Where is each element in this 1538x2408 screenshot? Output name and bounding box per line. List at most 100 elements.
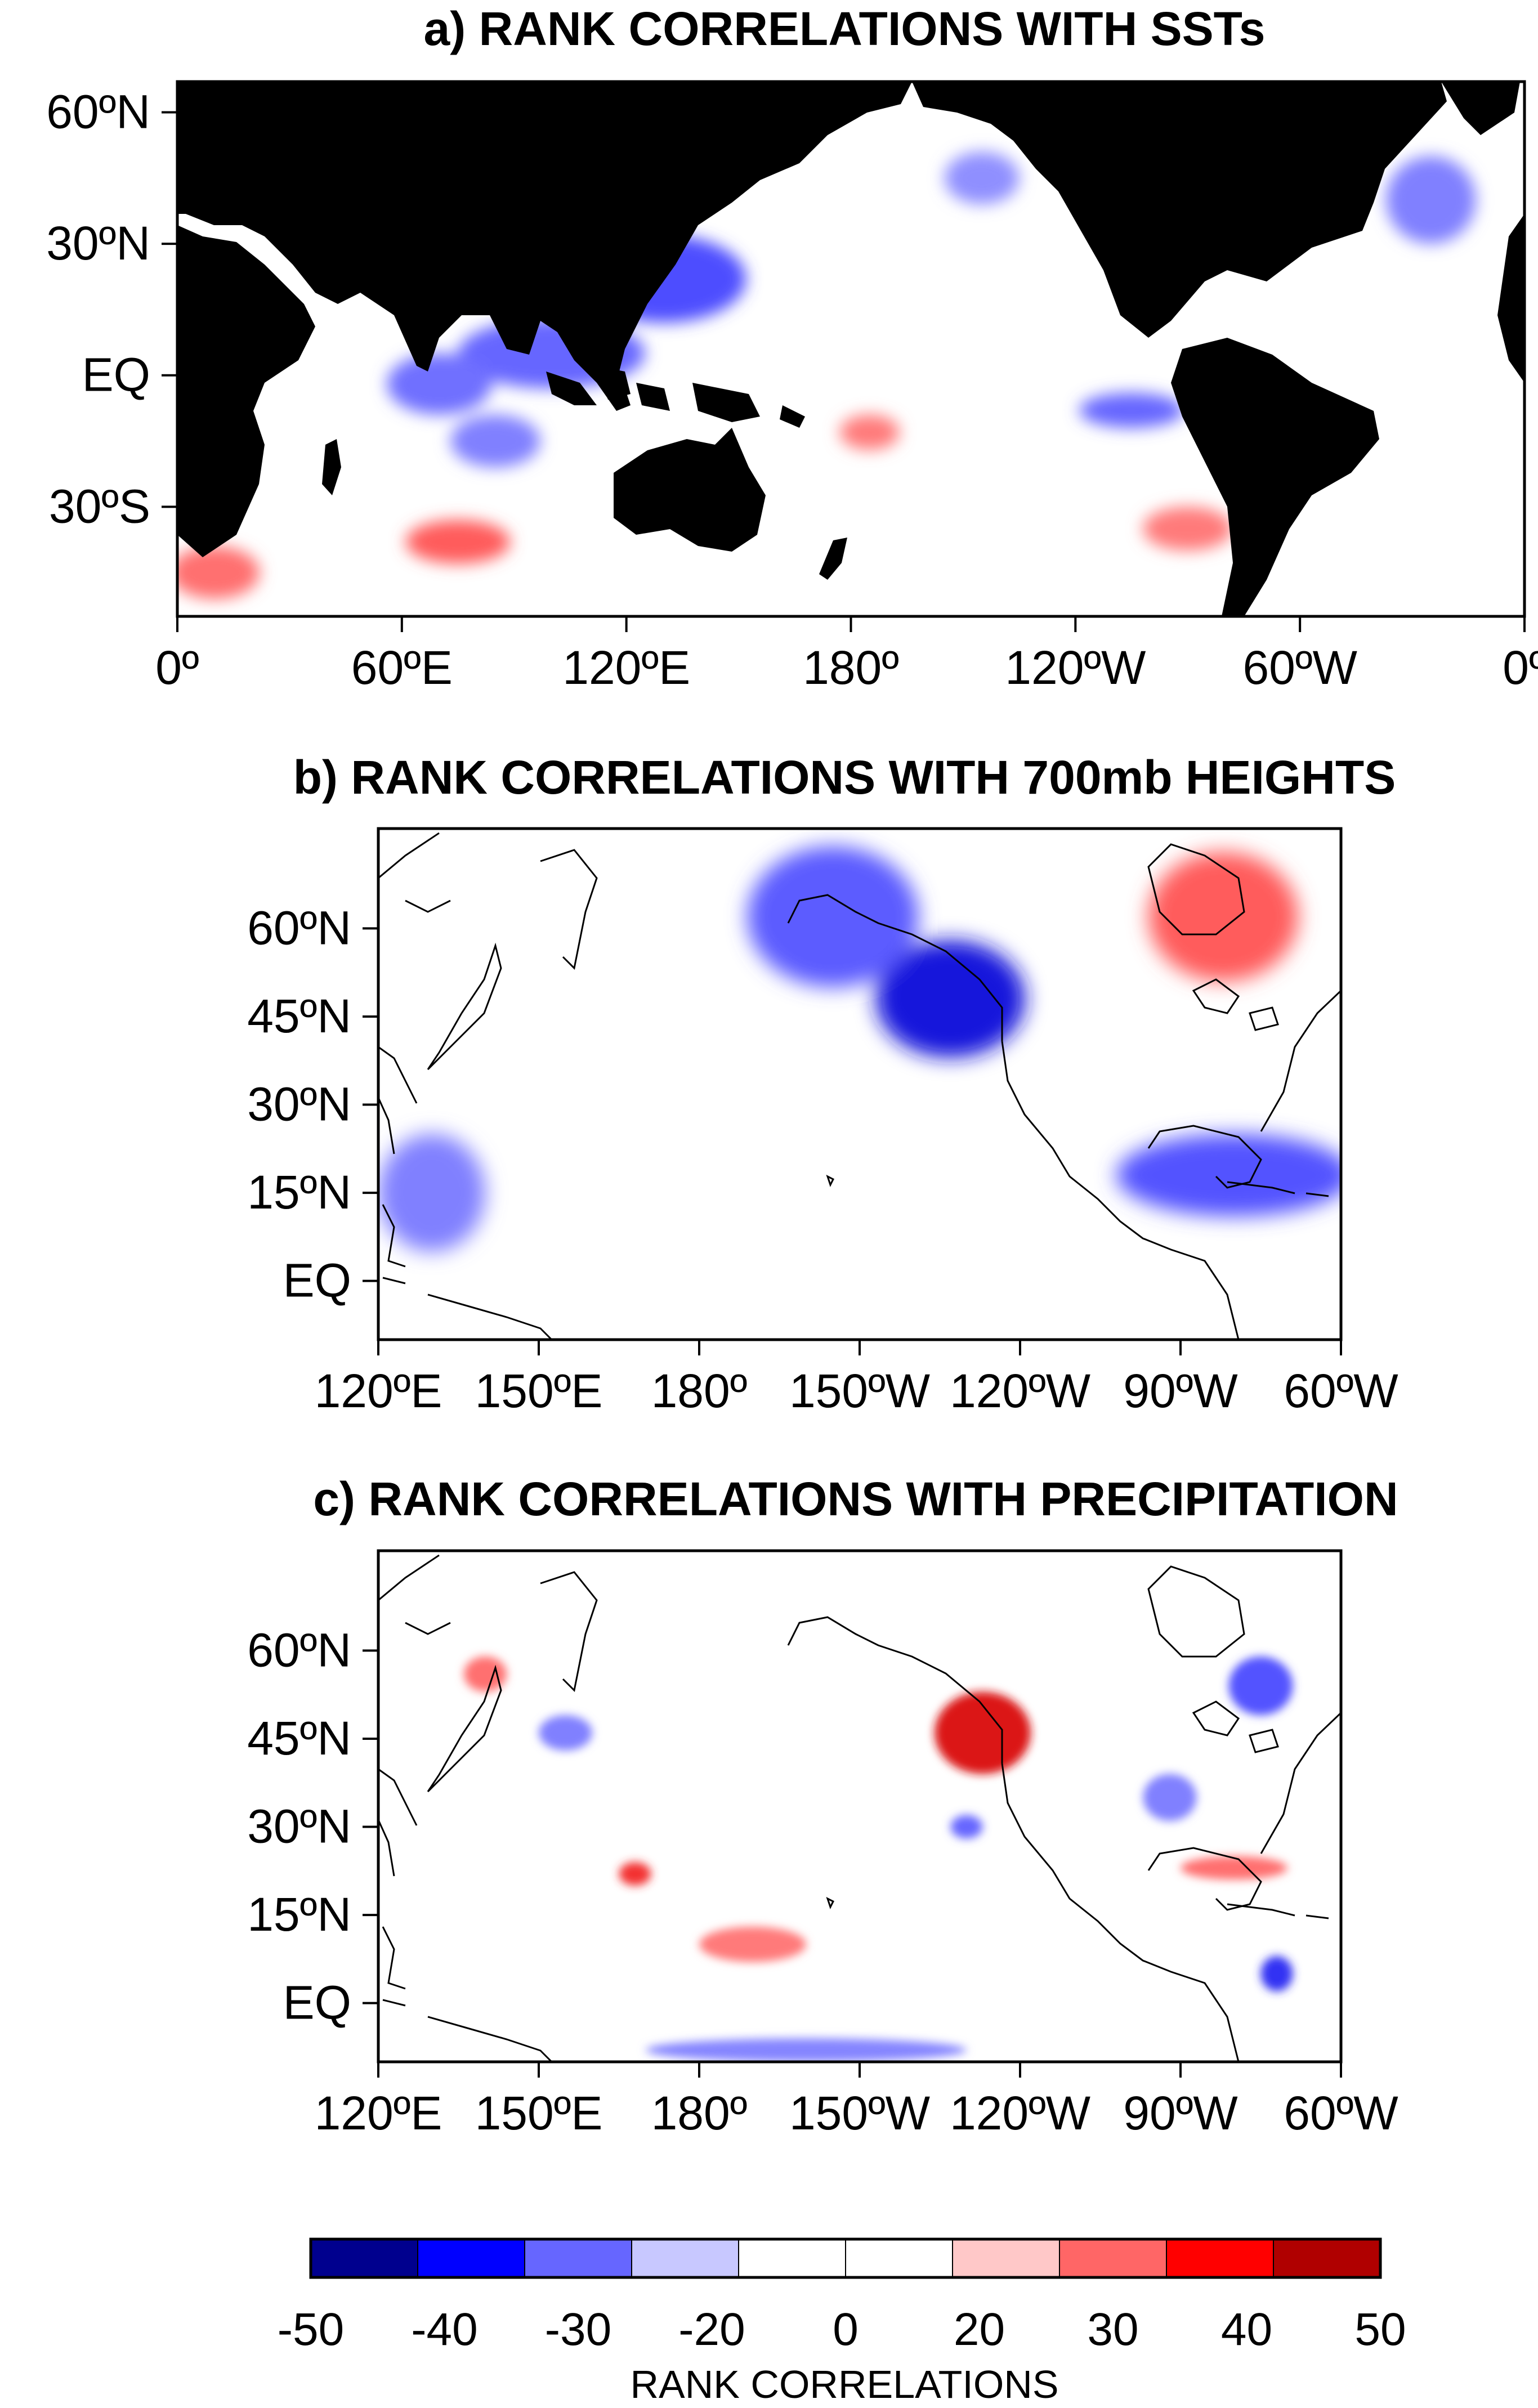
hawaii-coast	[826, 1175, 835, 1187]
panel-a-ticks: 0º 60ºE 120ºE 180º 120ºW 60ºW 0º 60ºN 30ºN EQ 30ºS	[46, 86, 1538, 694]
anomaly-positive-4	[1181, 1856, 1287, 1880]
x-tick-label: 60ºE	[351, 641, 453, 694]
panel-c-title: c) RANK CORRELATIONS WITH PRECIPITATION	[313, 1472, 1398, 1525]
newguinea-coast	[427, 1293, 553, 1340]
x-tick-label: 180º	[803, 641, 899, 694]
panel-b-anomalies	[378, 846, 1341, 1252]
y-tick-label: EQ	[283, 1254, 351, 1307]
north-america-west-coast-c	[1001, 1763, 1240, 2062]
anomaly-negative-6	[944, 151, 1020, 205]
colorbar-segment	[311, 2239, 418, 2277]
colorbar-tick-label: 0	[833, 2304, 859, 2355]
colorbar-segment	[846, 2239, 953, 2277]
x-tick-label: 150ºE	[475, 1364, 603, 1417]
asia-coast	[378, 832, 451, 1154]
x-tick-label: 0º	[1503, 641, 1538, 694]
alaska-coast-c	[787, 1616, 1003, 1764]
anomaly-negative-7	[950, 1815, 983, 1839]
x-tick-label: 120ºW	[950, 2087, 1090, 2140]
panel-c: c) RANK CORRELATIONS WITH PRECIPITATION	[247, 1472, 1398, 2140]
newguinea-coast-c	[427, 2016, 553, 2062]
y-tick-label: 15ºN	[247, 1888, 351, 1941]
colorbar-segment	[1273, 2239, 1381, 2277]
anomaly-positive-4	[1148, 852, 1298, 982]
eurasia-land	[177, 82, 912, 411]
x-tick-label: 90ºW	[1123, 1364, 1237, 1417]
y-tick-label: 15ºN	[247, 1166, 351, 1219]
y-tick-label: 45ºN	[247, 1712, 351, 1765]
colorbar-tick-label: -40	[411, 2304, 478, 2355]
maritime-continent-land	[546, 366, 805, 428]
colorbar-segments	[311, 2239, 1381, 2277]
panel-b-title: b) RANK CORRELATIONS WITH 700mb HEIGHTS	[293, 751, 1396, 804]
colorbar-segment	[1059, 2239, 1167, 2277]
x-tick-label: 0º	[155, 641, 199, 694]
anomaly-positive-3	[699, 1926, 806, 1962]
caribbean-islands-c	[1227, 1903, 1329, 1919]
x-tick-label: 60ºW	[1284, 1364, 1398, 1417]
colorbar-frame	[309, 2237, 1382, 2279]
anomaly-negative-2	[1116, 1134, 1341, 1216]
colorbar: -50 -40 -30 -20 0 20 30 40 50 RANK CORRELATIONS	[278, 2237, 1406, 2406]
x-tick-label: 120ºE	[562, 641, 690, 694]
anomaly-negative-8	[539, 1715, 592, 1751]
x-tick-label: 120ºW	[950, 1364, 1090, 1417]
colorbar-tick-labels: -50 -40 -30 -20 0 20 30 40 50	[278, 2304, 1406, 2355]
anomaly-negative-5	[1386, 156, 1476, 244]
y-tick-label: 60ºN	[46, 86, 150, 138]
kamchatka-coast-c	[540, 1571, 598, 1693]
kamchatka-coast	[540, 849, 598, 970]
anomaly-positive-8	[177, 546, 260, 599]
x-tick-label: 90ºW	[1123, 2087, 1237, 2140]
colorbar-tick-label: -30	[545, 2304, 612, 2355]
anomaly-negative-5	[1228, 1656, 1293, 1716]
y-tick-label: 45ºN	[247, 990, 351, 1042]
north-america-east-coast	[1260, 990, 1341, 1132]
panel-b-coastlines	[378, 832, 1341, 1340]
japan-coast-c	[427, 1664, 502, 1793]
asia-coast-c	[378, 1554, 451, 1877]
y-tick-label: EQ	[82, 348, 150, 401]
alaska-coast	[787, 894, 1003, 1041]
x-tick-label: 60ºW	[1242, 641, 1357, 694]
anomaly-positive-10	[839, 414, 900, 450]
panel-c-ticks: 120ºE 150ºE 180º 150ºW 120ºW 90ºW 60ºW 60ºN 45ºN…	[247, 1623, 1398, 2140]
anomaly-positive-0	[935, 1691, 1031, 1774]
anomaly-negative-3	[378, 1134, 485, 1252]
y-tick-label: 30ºS	[49, 480, 150, 532]
anomaly-positive-1	[619, 1862, 651, 1886]
panel-c-anomalies	[464, 1656, 1293, 2062]
colorbar-segment	[953, 2239, 1060, 2277]
europe-africa-east-edge	[1497, 214, 1524, 383]
anomaly-negative-0	[875, 940, 1026, 1058]
x-tick-label: 150ºW	[789, 1364, 930, 1417]
madagascar-land	[322, 439, 341, 495]
hudson-bay-c	[1147, 1565, 1245, 1658]
colorbar-tick-label: 50	[1354, 2304, 1406, 2355]
anomaly-negative-6	[1260, 1956, 1293, 1991]
philippines-coast-c	[382, 1926, 406, 2007]
anomaly-negative-9	[646, 2038, 967, 2062]
x-tick-label: 60ºW	[1284, 2087, 1398, 2140]
japan-coast	[427, 942, 502, 1071]
continents-land	[177, 82, 1524, 616]
x-tick-label: 180º	[651, 1364, 748, 1417]
y-tick-label: 30ºN	[247, 1800, 351, 1853]
anomaly-positive-7	[405, 520, 511, 564]
anomaly-positive-2	[464, 1656, 507, 1692]
x-tick-label: 150ºW	[789, 2087, 930, 2140]
colorbar-segment	[418, 2239, 525, 2277]
colorbar-segment	[1166, 2239, 1274, 2277]
y-tick-label: 30ºN	[247, 1078, 351, 1131]
philippines-coast	[382, 1204, 406, 1284]
anomaly-negative-10	[1143, 1774, 1197, 1821]
japan-land	[676, 146, 715, 205]
colorbar-segment	[525, 2239, 632, 2277]
anomaly-negative-2	[387, 353, 492, 415]
africa-land	[177, 225, 315, 557]
gulf-florida-coast	[1147, 1125, 1262, 1189]
colorbar-segment	[632, 2239, 739, 2277]
x-tick-label: 120ºE	[315, 1364, 442, 1417]
anomaly-negative-3	[450, 414, 540, 468]
